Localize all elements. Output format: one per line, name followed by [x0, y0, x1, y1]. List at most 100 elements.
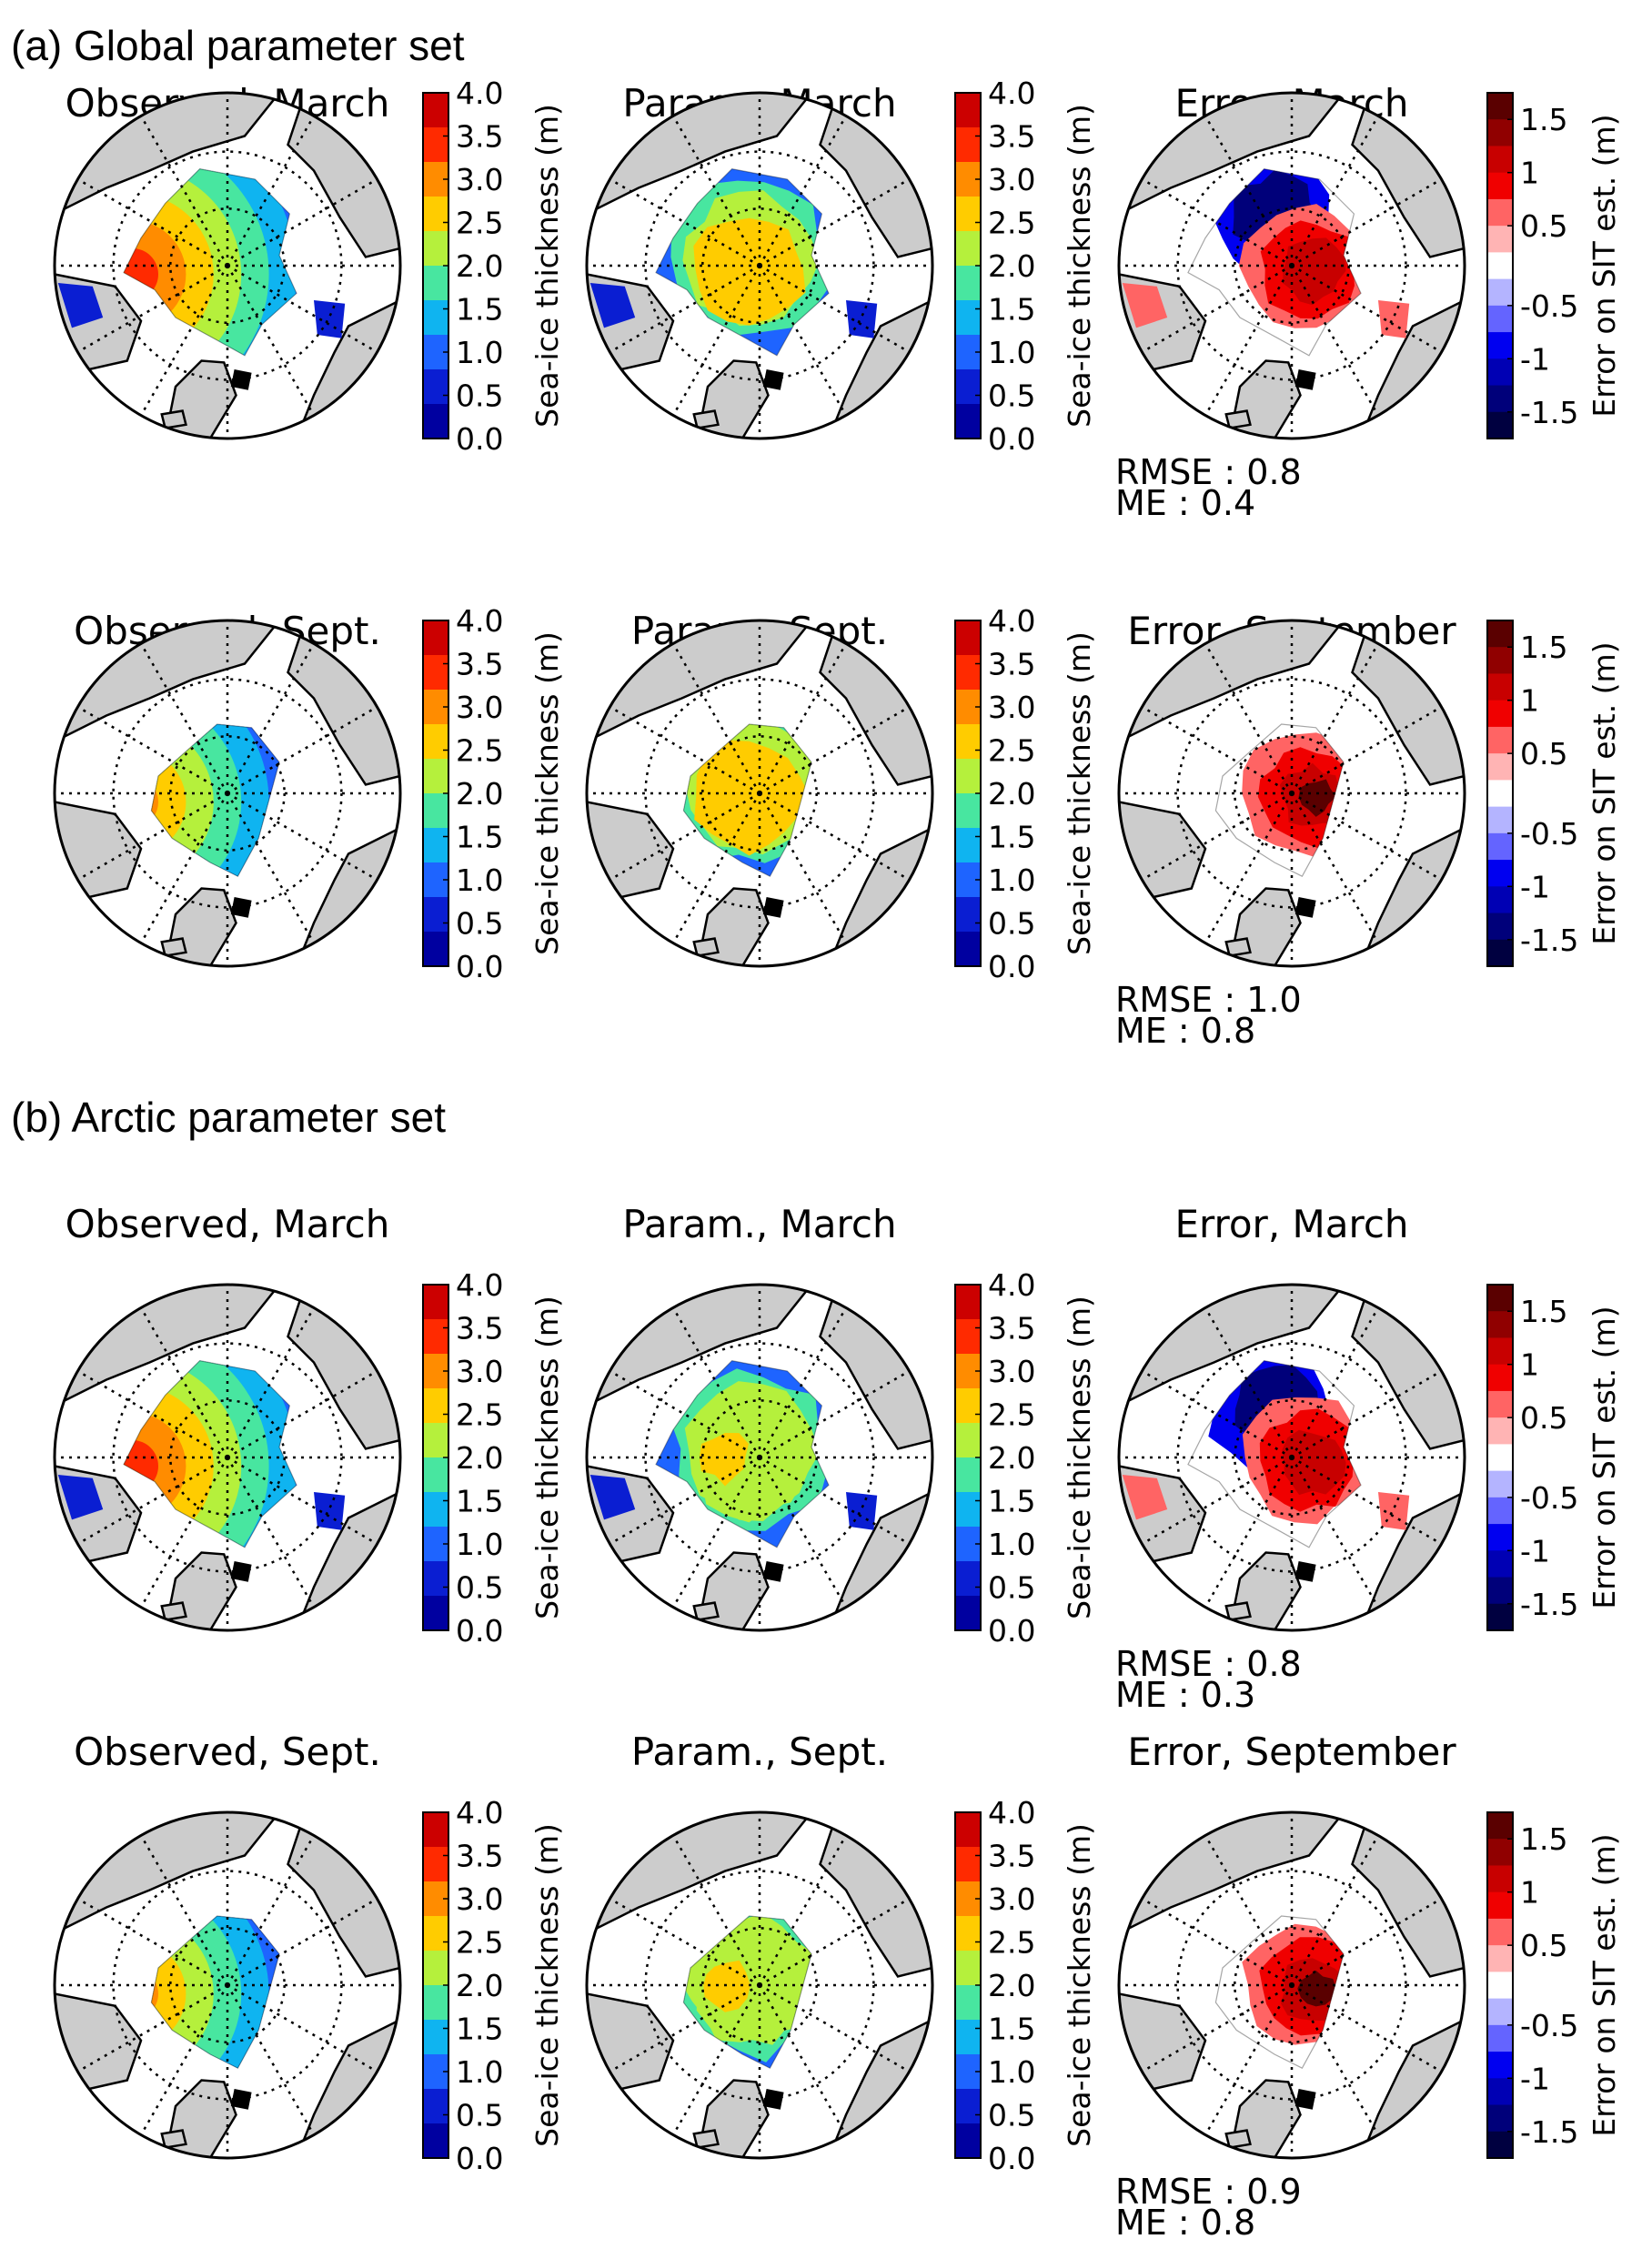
ice-edge — [123, 167, 297, 357]
me-label: ME : 0.8 — [1115, 1011, 1255, 1051]
colorbar-tick-label: 1.5 — [456, 2012, 503, 2047]
colorbar-swatch — [423, 1812, 448, 1848]
colorbar-tick-label: 3.0 — [988, 1881, 1035, 1917]
colorbar-swatch — [423, 197, 448, 232]
ice-edge — [682, 723, 812, 877]
latitude-circle — [644, 150, 875, 381]
colorbar-tick-label: -1 — [1520, 341, 1550, 377]
rmse-label: RMSE : 1.0 — [1115, 980, 1302, 1020]
colorbar-tick-label: 2.0 — [988, 776, 1035, 812]
colorbar-tick-label: 2.0 — [456, 1440, 503, 1476]
colorbar-label: Sea-ice thickness (m) — [1062, 1823, 1097, 2147]
colorbar-label: Sea-ice thickness (m) — [529, 631, 565, 955]
colorbar-swatch — [1487, 198, 1513, 227]
error-band — [1283, 237, 1346, 306]
colorbar-swatch — [423, 2020, 448, 2055]
colorbar-tick-label: -1.5 — [1520, 1587, 1578, 1622]
colorbar-swatch — [423, 2123, 448, 2159]
peripheral-ice — [589, 283, 636, 328]
latitude-circle — [1176, 1870, 1407, 2101]
colorbar-tick-label: 1.0 — [988, 862, 1035, 898]
colorbar-swatch — [1487, 1972, 1513, 2000]
colorbar-swatch — [423, 1985, 448, 2021]
map-body — [55, 620, 400, 966]
colorbar-swatch — [423, 2089, 448, 2124]
colorbar-tick-label: 1.0 — [988, 1527, 1035, 1562]
colorbar-swatch — [1487, 1550, 1513, 1578]
colorbar-swatch — [423, 759, 448, 794]
colorbar-swatch — [1487, 913, 1513, 941]
colorbar-tick-label: 1 — [1520, 683, 1539, 719]
colorbar-swatch — [955, 127, 981, 163]
colorbar-swatch — [1487, 332, 1513, 359]
peripheral-ice — [57, 283, 104, 328]
colorbar-swatch — [1487, 252, 1513, 280]
colorbar-tick-label: 3.5 — [988, 1311, 1035, 1346]
colorbar-swatch — [1487, 726, 1513, 754]
latitude-circle — [112, 150, 343, 381]
colorbar-tick-label: 0.5 — [988, 2098, 1035, 2133]
map-border — [585, 619, 934, 968]
colorbar-swatch — [1487, 1891, 1513, 1920]
colorbar-frame — [1486, 92, 1514, 439]
colorbar-swatch — [1487, 1812, 1513, 1840]
colorbar-tick-label: 4.0 — [456, 1267, 503, 1303]
panel-title: Param., March — [622, 1202, 896, 1246]
colorbar-label: Sea-ice thickness (m) — [529, 1823, 565, 2147]
peripheral-ice — [57, 1475, 104, 1520]
colorbar-label: Sea-ice thickness (m) — [1062, 1296, 1097, 1619]
latitude-circle — [1176, 1342, 1407, 1573]
colorbar-swatch — [1487, 411, 1513, 439]
colorbar-tick-label: 0.0 — [988, 2141, 1035, 2176]
colorbar-tick-label: 4.0 — [988, 603, 1035, 639]
island — [160, 937, 187, 958]
colorbar-tick-label: 2.0 — [988, 1968, 1035, 2003]
colorbar-tick-label: -0.5 — [1520, 1480, 1578, 1516]
colorbar-tick-label: 0.0 — [988, 949, 1035, 984]
colorbar-tick-label: 3.0 — [988, 690, 1035, 725]
island — [692, 1601, 720, 1622]
latitude-circle — [644, 1342, 875, 1573]
colorbar-swatch — [423, 724, 448, 760]
latitude-circle — [1176, 150, 1407, 381]
peripheral-ice — [314, 1492, 346, 1530]
colorbar-swatch — [955, 404, 981, 439]
colorbar-tick-label: 2.0 — [988, 1440, 1035, 1476]
map-panels-grid: Observed, March 4.0 3.5 3.0 2.5 2.0 1.5 1.0 0.5 0… — [53, 76, 1622, 2243]
colorbar-swatch — [955, 828, 981, 863]
peripheral-ice — [1378, 300, 1410, 338]
colorbar-swatch — [1487, 1998, 1513, 2026]
latitude-circle — [701, 207, 818, 324]
island — [692, 2129, 720, 2150]
ice-edge — [682, 1915, 812, 2069]
colorbar-tick-label: 0.5 — [988, 378, 1035, 414]
map-body — [1119, 1812, 1465, 2158]
colorbar-swatch — [1487, 385, 1513, 413]
island — [692, 937, 720, 958]
colorbar-swatch — [1487, 172, 1513, 200]
colorbar-swatch — [1487, 780, 1513, 808]
colorbar-swatch — [423, 1388, 448, 1424]
colorbar-label: Sea-ice thickness (m) — [529, 104, 565, 428]
colorbar-label: Error on SIT est. (m) — [1587, 1306, 1622, 1609]
colorbar-tick-label: 1 — [1520, 1347, 1539, 1383]
map-body — [55, 1285, 400, 1630]
latitude-circle — [1234, 1927, 1350, 2043]
colorbar-swatch — [423, 369, 448, 405]
colorbar-tick-label: 2.0 — [456, 776, 503, 812]
colorbar-tick-label: 1.5 — [988, 820, 1035, 855]
ice-edge — [123, 1359, 297, 1548]
colorbar-swatch — [1487, 832, 1513, 861]
latitude-circle — [112, 1870, 343, 2101]
map-border — [585, 1283, 934, 1632]
colorbar-swatch — [1487, 2078, 1513, 2106]
section-title-arctic: (b) Arctic parameter set — [11, 1094, 446, 1141]
colorbar-swatch — [1487, 358, 1513, 387]
colorbar-tick-label: 2.0 — [456, 1968, 503, 2003]
colorbar-swatch — [955, 369, 981, 405]
colorbar-tick-label: 3.5 — [456, 1311, 503, 1346]
colorbar-swatch — [1487, 1839, 1513, 1866]
me-label: ME : 0.3 — [1115, 1675, 1255, 1715]
